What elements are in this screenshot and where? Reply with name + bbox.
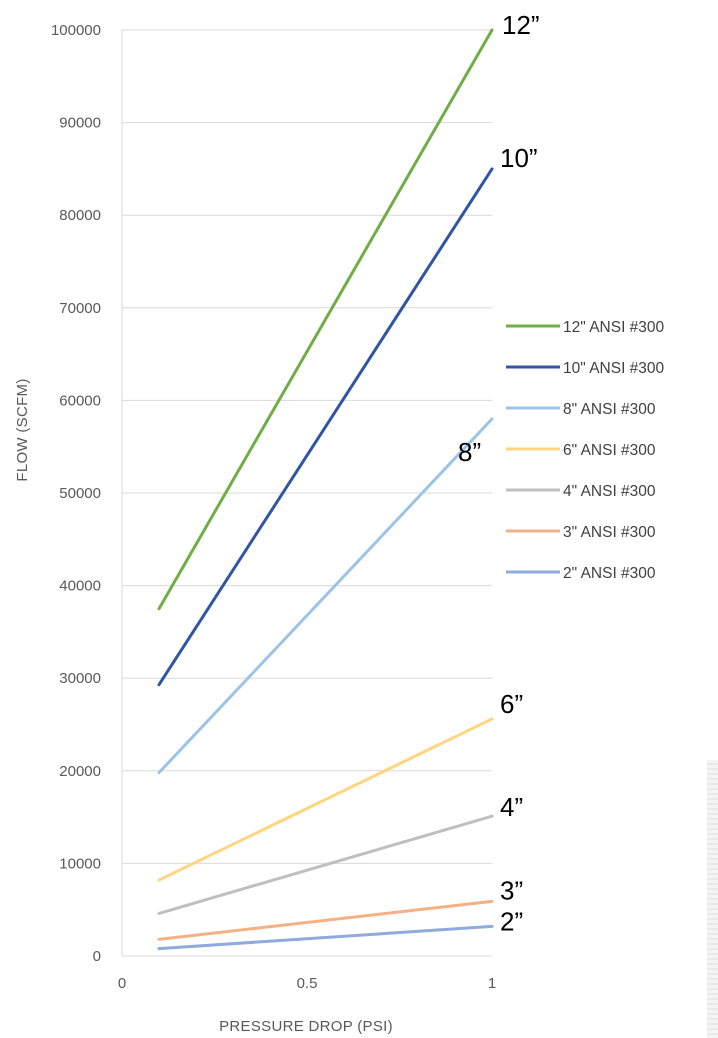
legend: 12" ANSI #300 10" ANSI #300 8" ANSI #300 6"… — [506, 319, 665, 582]
y-tick-label: 0 — [93, 948, 101, 965]
series-end-label: 2” — [500, 906, 523, 936]
series-line — [157, 924, 494, 951]
y-tick-label: 50000 — [59, 485, 101, 502]
y-tick-label: 40000 — [59, 578, 101, 595]
series-end-label: 8” — [458, 437, 481, 467]
series-end-label: 6” — [500, 689, 523, 719]
series-line — [157, 28, 494, 611]
series-line — [157, 814, 494, 915]
series-line — [157, 417, 494, 775]
legend-entry-label: 12" ANSI #300 — [563, 319, 665, 336]
page-edge-strip — [707, 760, 718, 1038]
series-end-label: 4” — [500, 792, 523, 822]
y-tick-label: 10000 — [59, 855, 101, 872]
legend-entry-label: 3" ANSI #300 — [563, 524, 656, 541]
x-axis-title: PRESSURE DROP (PSI) — [219, 1018, 393, 1035]
gridlines — [121, 29, 492, 957]
series-end-labels: 12” 10” 8” 6” 4” 3”2” — [458, 10, 540, 936]
y-tick-label: 90000 — [59, 115, 101, 132]
x-tick-label: 0.5 — [297, 975, 318, 992]
series-line — [157, 899, 494, 941]
series-line — [157, 717, 494, 882]
y-axis-title: FLOW (SCFM) — [14, 378, 31, 481]
y-tick-label: 30000 — [59, 670, 101, 687]
y-tick-label: 70000 — [59, 300, 101, 317]
x-tick-label: 1 — [488, 975, 496, 992]
y-tick-label: 60000 — [59, 392, 101, 409]
legend-entry-label: 8" ANSI #300 — [563, 401, 656, 418]
y-tick-label: 80000 — [59, 207, 101, 224]
y-tick-label: 20000 — [59, 763, 101, 780]
legend-entry-label: 2" ANSI #300 — [563, 565, 656, 582]
y-axis-ticks: 0 10000 20000 30000 40000 50000 60000 70000 8000… — [51, 22, 101, 965]
series-line — [157, 167, 494, 687]
series-lines — [157, 28, 494, 951]
x-tick-label: 0 — [118, 975, 126, 992]
series-end-label: 3” — [500, 875, 523, 905]
y-tick-label: 100000 — [51, 22, 101, 39]
series-end-label: 12” — [502, 10, 540, 40]
x-axis-ticks: 0 0.5 1 — [118, 975, 496, 992]
series-end-label: 10” — [500, 143, 538, 173]
legend-entry-label: 6" ANSI #300 — [563, 442, 656, 459]
legend-entry-label: 10" ANSI #300 — [563, 360, 665, 377]
legend-entry-label: 4" ANSI #300 — [563, 483, 656, 500]
